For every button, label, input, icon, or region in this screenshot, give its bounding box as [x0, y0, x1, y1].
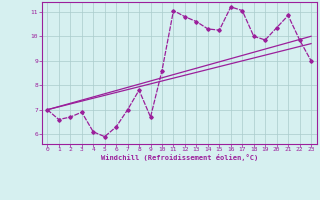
X-axis label: Windchill (Refroidissement éolien,°C): Windchill (Refroidissement éolien,°C)	[100, 154, 258, 161]
